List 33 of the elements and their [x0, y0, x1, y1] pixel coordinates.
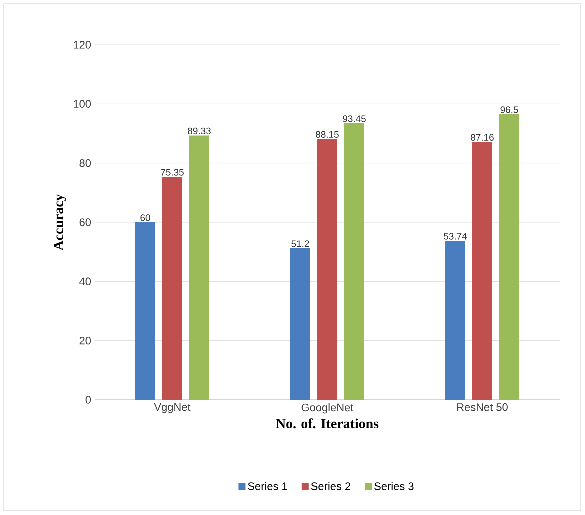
bar — [290, 248, 311, 400]
bar — [344, 124, 365, 400]
x-tick-label: GoogleNet — [302, 404, 354, 414]
bar — [472, 142, 493, 400]
data-label: 96.5 — [500, 106, 518, 114]
y-tick-label: 120 — [74, 41, 92, 49]
legend-label: Series 1 — [248, 482, 288, 490]
y-tick-label: 80 — [80, 159, 92, 168]
data-label: 51.2 — [292, 240, 310, 248]
y-tick-label: 60 — [80, 218, 92, 226]
y-axis-title: Accuracy — [54, 194, 66, 251]
bar — [136, 222, 156, 400]
data-label: 87.16 — [471, 134, 494, 141]
y-tick-label: 40 — [80, 278, 92, 286]
data-label: 88.15 — [316, 131, 339, 138]
y-tick-label: 100 — [74, 100, 92, 108]
y-tick-label: 0 — [86, 396, 92, 404]
bar — [500, 114, 520, 400]
data-label: 93.45 — [343, 116, 366, 122]
bar — [162, 177, 182, 400]
x-tick-label: VggNet — [154, 404, 191, 414]
bar — [318, 139, 338, 400]
x-axis-title: No. of. Iterations — [276, 418, 379, 429]
data-label: 53.74 — [444, 233, 468, 240]
data-label: 75.35 — [161, 169, 184, 176]
data-label: 60 — [140, 214, 150, 222]
bar — [446, 241, 466, 400]
y-tick-label: 20 — [80, 336, 92, 345]
legend-label: Series 2 — [311, 482, 351, 490]
bar — [190, 136, 210, 400]
legend-label: Series 3 — [374, 482, 414, 490]
data-label: 89.33 — [188, 128, 211, 135]
x-tick-label: ResNet 50 — [458, 404, 508, 412]
